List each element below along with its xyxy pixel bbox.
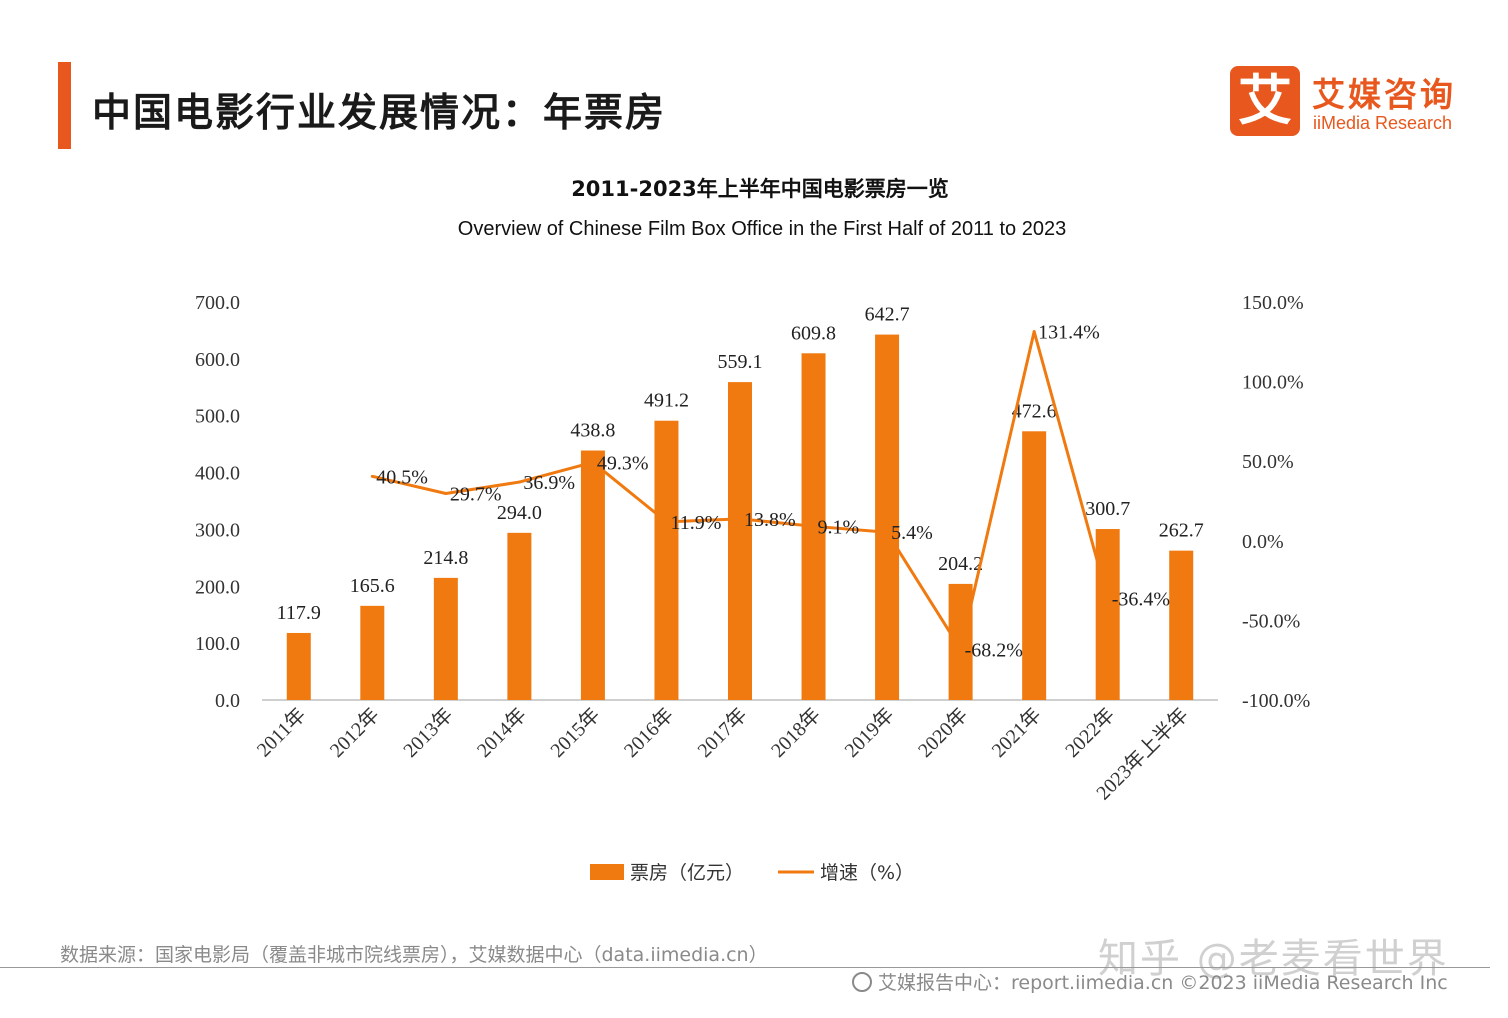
chart-subtitle: Overview of Chinese Film Box Office in t…	[458, 218, 1066, 240]
bar	[360, 605, 385, 700]
x-tick-label: 2011年	[252, 703, 310, 761]
growth-point	[664, 520, 668, 524]
bar-value-label: 438.8	[570, 420, 615, 442]
bar	[507, 532, 532, 700]
x-tick-label: 2018年	[766, 703, 825, 762]
x-tick-label: 2013年	[399, 703, 458, 762]
bar	[580, 450, 605, 700]
y-right-tick-label: -50.0%	[1242, 610, 1300, 632]
growth-point	[591, 460, 595, 464]
x-tick-label: 2021年	[987, 703, 1046, 762]
y-left-tick-label: 600.0	[195, 349, 240, 371]
footer-divider	[0, 967, 1490, 968]
data-source-note: 数据来源：国家电影局（覆盖非城市院线票房），艾媒数据中心（data.iimedi…	[60, 944, 768, 966]
y-right-tick-label: 100.0%	[1242, 372, 1304, 394]
y-left-tick-label: 100.0	[195, 633, 240, 655]
legend-bar-swatch	[590, 864, 624, 880]
y-right-tick-label: 50.0%	[1242, 451, 1294, 473]
bar-value-label: 472.6	[1012, 400, 1057, 422]
y-left-tick-label: 700.0	[195, 292, 240, 314]
growth-point	[1032, 330, 1036, 334]
growth-point	[812, 524, 816, 528]
bar-value-label: 262.7	[1159, 520, 1204, 542]
growth-point	[370, 474, 374, 478]
zhihu-watermark: 知乎 @老麦看世界	[1098, 936, 1449, 982]
iimedia-logo: 艾 艾媒咨询 iiMedia Research	[1230, 66, 1475, 138]
x-tick-label: 2020年	[913, 703, 972, 762]
title-accent-bar	[58, 62, 71, 149]
growth-value-label: 13.8%	[744, 509, 796, 531]
x-tick-label: 2016年	[619, 703, 678, 762]
growth-value-label: 131.4%	[1038, 322, 1100, 344]
growth-value-label: 49.3%	[597, 452, 649, 474]
bar	[1095, 529, 1120, 700]
bar	[286, 632, 311, 700]
bar-value-label: 642.7	[865, 304, 910, 326]
bar-value-label: 117.9	[277, 602, 321, 624]
bar-value-label: 294.0	[497, 502, 542, 524]
x-tick-label: 2012年	[325, 703, 384, 762]
logo-mark-icon: 艾	[1230, 66, 1300, 136]
y-left-tick-label: 400.0	[195, 463, 240, 485]
growth-point	[1106, 597, 1110, 601]
growth-point	[738, 517, 742, 521]
chart-title: 2011-2023年上半年中国电影票房一览	[571, 177, 949, 201]
growth-value-label: 5.4%	[891, 522, 933, 544]
growth-point	[885, 530, 889, 534]
logo-chinese-name: 艾媒咨询	[1312, 75, 1456, 114]
bar-value-label: 491.2	[644, 390, 689, 412]
x-tick-label: 2017年	[693, 703, 752, 762]
y-left-tick-label: 300.0	[195, 519, 240, 541]
x-tick-label: 2019年	[840, 703, 899, 762]
growth-point	[444, 492, 448, 496]
bar-value-label: 300.7	[1085, 498, 1130, 520]
legend-bar-label: 票房（亿元）	[630, 862, 744, 884]
bar	[728, 382, 752, 700]
y-right-tick-label: -100.0%	[1242, 690, 1310, 712]
bar	[1022, 431, 1047, 700]
growth-value-label: -68.2%	[965, 639, 1023, 661]
report-center-icon	[852, 972, 872, 992]
copyright-text: 艾媒报告中心：report.iimedia.cn ©2023 iiMedia R…	[878, 972, 1448, 994]
bar	[433, 577, 458, 700]
bar	[875, 334, 900, 700]
growth-point	[959, 647, 963, 651]
growth-value-label: -36.4%	[1112, 589, 1170, 611]
x-tick-label: 2015年	[546, 703, 605, 762]
bar-value-label: 214.8	[423, 547, 468, 569]
bar-value-label: 559.1	[718, 351, 763, 373]
logo-english-name: iiMedia Research	[1313, 113, 1453, 133]
x-tick-label: 2014年	[472, 703, 531, 762]
bar-value-label: 204.2	[938, 553, 983, 575]
growth-value-label: 40.5%	[376, 466, 428, 488]
y-left-tick-label: 200.0	[195, 576, 240, 598]
y-right-tick-label: 0.0%	[1242, 531, 1284, 553]
x-tick-label: 2022年	[1061, 703, 1120, 762]
growth-value-label: 9.1%	[818, 516, 860, 538]
copyright-line: 艾媒报告中心：report.iimedia.cn ©2023 iiMedia R…	[852, 968, 1448, 995]
bar-value-label: 609.8	[791, 322, 836, 344]
growth-point	[517, 480, 521, 484]
y-left-tick-label: 0.0	[215, 690, 240, 712]
bar	[1169, 550, 1194, 700]
y-left-tick-label: 500.0	[195, 406, 240, 428]
bar	[654, 420, 679, 700]
bar-value-label: 165.6	[350, 575, 395, 597]
bar	[948, 583, 973, 700]
y-right-tick-label: 150.0%	[1242, 292, 1304, 314]
legend-line-label: 增速（%）	[820, 862, 914, 884]
page-title: 中国电影行业发展情况：年票房	[92, 91, 667, 136]
growth-value-label: 29.7%	[450, 484, 502, 506]
growth-value-label: 11.9%	[670, 512, 721, 534]
growth-value-label: 36.9%	[523, 472, 575, 494]
